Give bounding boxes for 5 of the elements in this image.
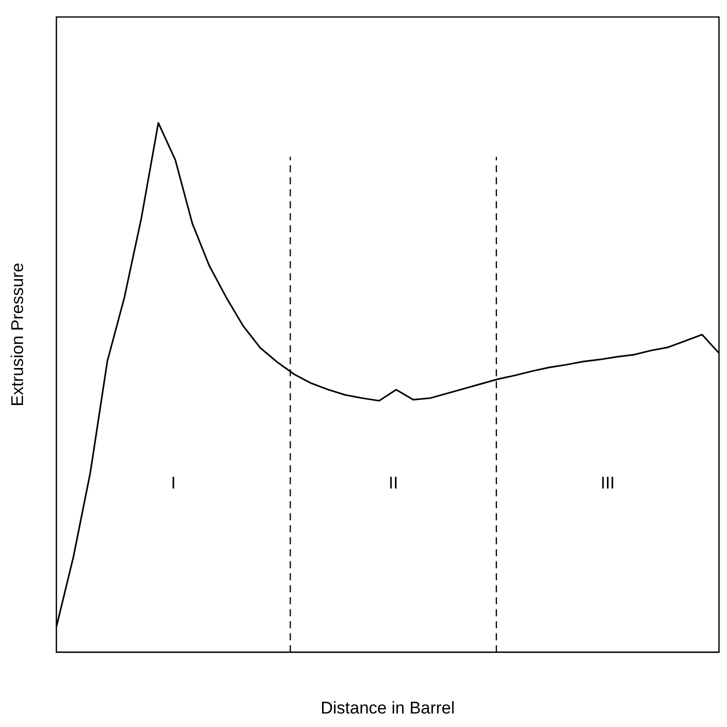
annotation: III [600, 474, 615, 493]
x-axis-title: Distance in Barrel [320, 698, 455, 718]
y-axis-title: Extrusion Pressure [8, 262, 27, 406]
annotation: I [170, 474, 176, 493]
annotation: II [388, 474, 398, 493]
